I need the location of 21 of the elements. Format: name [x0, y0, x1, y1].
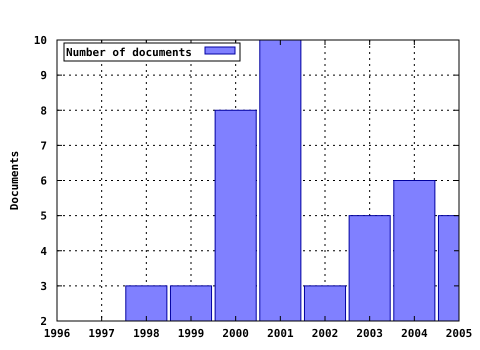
legend-label: Number of documents: [66, 46, 192, 59]
x-tick-label: 1996: [44, 327, 71, 340]
x-tick-label: 2002: [312, 327, 338, 340]
x-tick-label: 2003: [356, 327, 383, 340]
y-tick-label: 7: [40, 139, 47, 152]
x-tick-label: 2005: [446, 327, 472, 340]
y-tick-label: 3: [40, 280, 47, 293]
x-tick-label: 2000: [222, 327, 249, 340]
x-tick-label: 1997: [88, 327, 115, 340]
y-axis-title: Documents: [8, 150, 21, 210]
x-tick-label: 1998: [133, 327, 160, 340]
y-tick-label: 8: [40, 104, 47, 118]
y-tick-label: 5: [40, 210, 47, 223]
x-tick-label: 1999: [178, 327, 204, 340]
x-tick-label: 2004: [401, 327, 428, 340]
y-tick-label: 2: [40, 315, 47, 328]
y-tick-label: 9: [40, 69, 47, 82]
y-tick-label: 4: [40, 244, 48, 258]
y-tick-label: 6: [40, 174, 48, 188]
y-tick-label: 10: [34, 34, 47, 47]
x-tick-label: 2001: [267, 327, 294, 340]
